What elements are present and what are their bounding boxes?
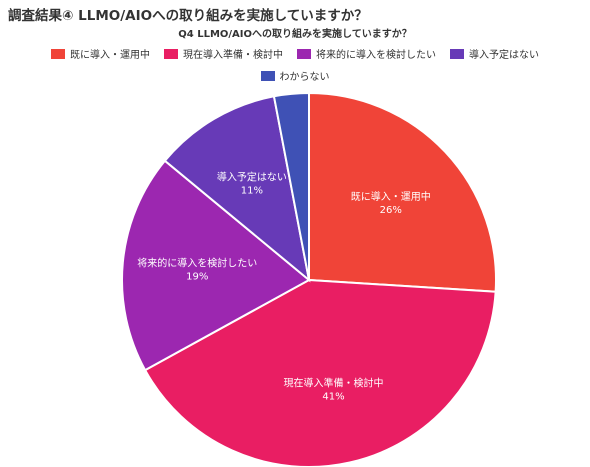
legend-item[interactable]: わからない: [260, 68, 330, 83]
legend-item[interactable]: 既に導入・運用中: [51, 46, 150, 61]
pie-slice[interactable]: [272, 91, 310, 281]
slice-value-label: 19%: [186, 271, 208, 282]
pie-slice[interactable]: [121, 159, 311, 372]
legend-swatch: [260, 70, 275, 81]
pie-slice[interactable]: [308, 91, 497, 293]
legend-label: 将来的に導入を検討したい: [316, 50, 436, 61]
legend-label: 既に導入・運用中: [70, 50, 150, 61]
slice-label: 既に導入・運用中: [351, 190, 431, 203]
slice-label: 将来的に導入を検討したい: [137, 256, 257, 269]
chart-title: Q4 LLMO/AIOへの取り組みを実施していますか？: [178, 29, 412, 40]
pie-slice[interactable]: [143, 278, 497, 467]
slice-value-label: 26%: [380, 205, 402, 216]
pie-slice[interactable]: [163, 95, 311, 283]
page-title: 調査結果④ LLMO/AIOへの取り組みを実施していますか？: [8, 8, 368, 24]
slice-label: 現在導入準備・検討中: [284, 377, 384, 390]
chart-legend: 既に導入・運用中 現在導入準備・検討中 将来的に導入を検討したい 導入予定はない…: [30, 46, 560, 83]
legend-swatch: [51, 48, 65, 59]
legend-item[interactable]: 導入予定はない: [450, 46, 539, 61]
legend-swatch: [164, 48, 178, 59]
legend-swatch: [450, 48, 464, 59]
slice-value-label: 11%: [241, 185, 263, 196]
legend-item[interactable]: 将来的に導入を検討したい: [297, 46, 436, 61]
slice-label: 導入予定はない: [217, 170, 287, 183]
legend-swatch: [297, 48, 311, 59]
legend-label: わからない: [279, 72, 330, 83]
legend-item[interactable]: 現在導入準備・検討中: [164, 46, 283, 61]
legend-label: 導入予定はない: [469, 50, 539, 61]
legend-label: 現在導入準備・検討中: [183, 50, 283, 61]
slice-value-label: 41%: [322, 392, 344, 403]
